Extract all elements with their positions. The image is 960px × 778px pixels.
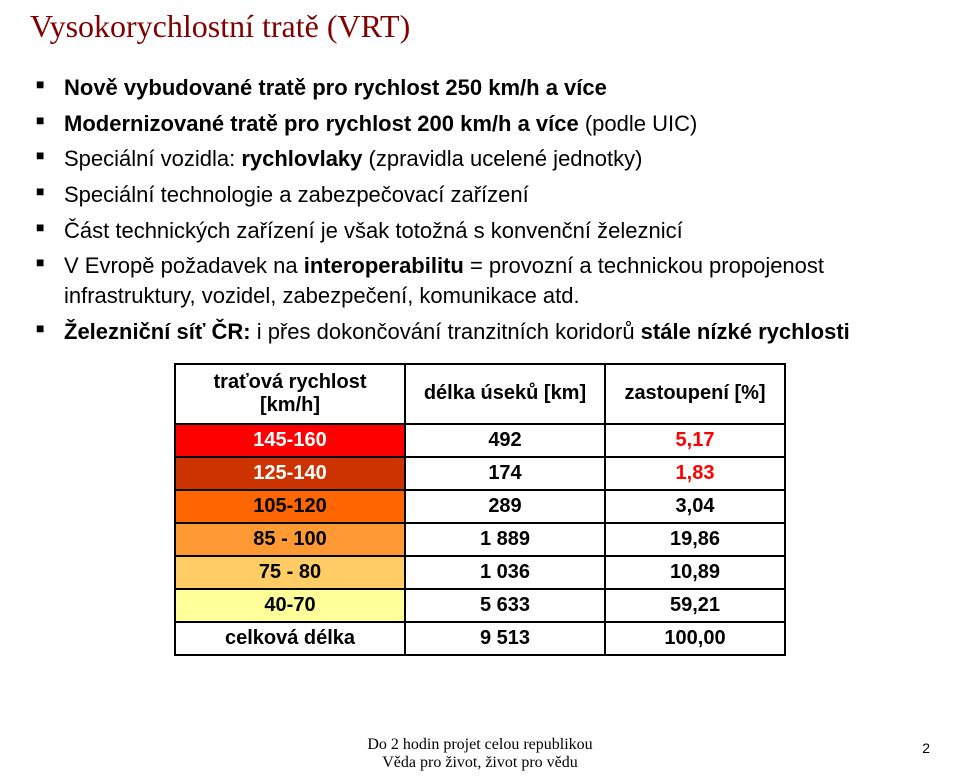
table-cell: 5,17 xyxy=(605,424,785,457)
table-cell: 174 xyxy=(405,457,605,490)
table-wrapper: traťová rychlost [km/h] délka úseků [km]… xyxy=(30,363,930,656)
table-cell: 100,00 xyxy=(605,622,785,655)
bullet-item: Železniční síť ČR: i přes dokončování tr… xyxy=(36,317,930,347)
table-cell: 5 633 xyxy=(405,589,605,622)
table-cell: 9 513 xyxy=(405,622,605,655)
table-cell: 40-70 xyxy=(175,589,405,622)
bullet-text: (podle UIC) xyxy=(579,111,698,136)
bullet-item: Část technických zařízení je však totožn… xyxy=(36,216,930,246)
bullet-item: Nově vybudované tratě pro rychlost 250 k… xyxy=(36,73,930,103)
table-cell: 1 889 xyxy=(405,523,605,556)
table-cell: 19,86 xyxy=(605,523,785,556)
table-cell: 492 xyxy=(405,424,605,457)
bullet-item: Modernizované tratě pro rychlost 200 km/… xyxy=(36,109,930,139)
table-row: 75 - 801 03610,89 xyxy=(175,556,785,589)
bullet-text: Speciální technologie a zabezpečovací za… xyxy=(64,182,529,207)
table-row: 40-705 63359,21 xyxy=(175,589,785,622)
bullet-text: Nově vybudované tratě pro rychlost 250 k… xyxy=(64,75,607,100)
table-total-row: celková délka9 513100,00 xyxy=(175,622,785,655)
table-cell: 10,89 xyxy=(605,556,785,589)
table-row: 85 - 1001 88919,86 xyxy=(175,523,785,556)
table-header: traťová rychlost [km/h] xyxy=(175,364,405,424)
page-title: Vysokorychlostní tratě (VRT) xyxy=(30,8,930,45)
bullet-item: V Evropě požadavek na interoperabilitu =… xyxy=(36,251,930,310)
table-header-row: traťová rychlost [km/h] délka úseků [km]… xyxy=(175,364,785,424)
bullet-text: Železniční síť ČR: xyxy=(64,319,251,344)
table-row: 105-1202893,04 xyxy=(175,490,785,523)
bullet-text: Speciální vozidla: xyxy=(64,146,241,171)
speed-table: traťová rychlost [km/h] délka úseků [km]… xyxy=(174,363,786,656)
bullet-list: Nově vybudované tratě pro rychlost 250 k… xyxy=(30,73,930,347)
bullet-text: stále nízké rychlosti xyxy=(641,319,850,344)
table-cell: 1,83 xyxy=(605,457,785,490)
bullet-text: i přes dokončování tranzitních koridorů xyxy=(251,319,641,344)
table-header: délka úseků [km] xyxy=(405,364,605,424)
table-row: 125-1401741,83 xyxy=(175,457,785,490)
table-cell: 145-160 xyxy=(175,424,405,457)
table-cell: 1 036 xyxy=(405,556,605,589)
bullet-text: rychlovlaky xyxy=(241,146,362,171)
table-cell: 105-120 xyxy=(175,490,405,523)
table-cell: 85 - 100 xyxy=(175,523,405,556)
bullet-text: (zpravidla ucelené jednotky) xyxy=(362,146,642,171)
table-cell: 59,21 xyxy=(605,589,785,622)
table-cell: 75 - 80 xyxy=(175,556,405,589)
table-cell: 3,04 xyxy=(605,490,785,523)
bullet-text: Modernizované tratě pro rychlost 200 km/… xyxy=(64,111,579,136)
table-cell: celková délka xyxy=(175,622,405,655)
bullet-item: Speciální vozidla: rychlovlaky (zpravidl… xyxy=(36,144,930,174)
page-footer: Do 2 hodin projet celou republikou Věda … xyxy=(0,736,960,772)
table-cell: 289 xyxy=(405,490,605,523)
footer-line: Do 2 hodin projet celou republikou xyxy=(0,736,960,754)
bullet-text: interoperabilitu xyxy=(304,253,464,278)
bullet-text: Část technických zařízení je však totožn… xyxy=(64,218,683,243)
table-row: 145-1604925,17 xyxy=(175,424,785,457)
table-body: 145-1604925,17125-1401741,83105-1202893,… xyxy=(175,424,785,655)
page-number: 2 xyxy=(922,740,930,756)
table-header: zastoupení [%] xyxy=(605,364,785,424)
bullet-item: Speciální technologie a zabezpečovací za… xyxy=(36,180,930,210)
bullet-text: V Evropě požadavek na xyxy=(64,253,304,278)
table-cell: 125-140 xyxy=(175,457,405,490)
footer-line: Věda pro život, život pro vědu xyxy=(0,754,960,772)
